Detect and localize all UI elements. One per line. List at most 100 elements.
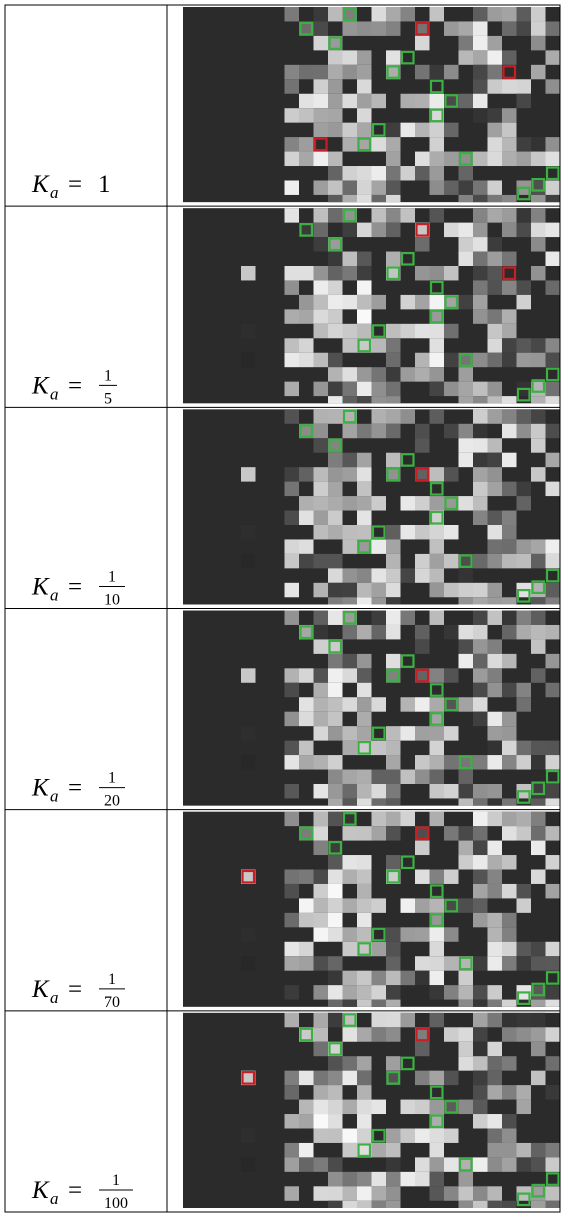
pixel (342, 381, 357, 397)
pixel (386, 222, 401, 238)
pixel (299, 423, 314, 439)
pixel (516, 682, 531, 698)
red-box (415, 467, 430, 482)
label-numerator: 1 (108, 770, 116, 787)
pixel (284, 912, 299, 928)
pixel (342, 811, 357, 827)
pixel (299, 137, 314, 152)
green-box (545, 568, 560, 583)
red-box (241, 869, 256, 884)
pixel (502, 798, 517, 806)
green-box (531, 580, 546, 594)
pixel (284, 309, 299, 324)
pixel (415, 35, 430, 51)
pixel (386, 999, 401, 1007)
pixel (487, 64, 502, 80)
pixel (502, 624, 517, 640)
pixel (241, 323, 256, 339)
pixel (313, 21, 328, 36)
green-box (429, 79, 444, 94)
pixel (458, 180, 473, 195)
pixel (415, 237, 430, 252)
pixel (400, 610, 415, 625)
pixel (284, 280, 299, 295)
label-subscript: a (50, 183, 59, 202)
pixel (386, 927, 401, 942)
green-box (458, 755, 473, 770)
pixel (328, 352, 343, 368)
pixel (444, 524, 459, 540)
red-box (415, 668, 430, 683)
pixel (502, 122, 517, 138)
pixel (328, 970, 343, 986)
pixel (284, 539, 299, 554)
pixel (299, 539, 314, 554)
pixel (531, 811, 546, 827)
pixel (328, 510, 343, 525)
pixel (531, 539, 546, 554)
pixel (400, 1099, 415, 1115)
pixel (357, 166, 372, 181)
pixel (342, 1128, 357, 1143)
pixel (487, 1186, 502, 1201)
pixel (502, 251, 517, 266)
pixel (371, 423, 386, 439)
pixel (473, 510, 488, 525)
pixel (444, 826, 459, 841)
green-box (444, 295, 459, 309)
pixel (357, 941, 372, 957)
pixel (487, 1128, 502, 1143)
green-box (299, 625, 314, 640)
pixel (386, 1186, 401, 1201)
pixel (328, 553, 343, 569)
pixel (473, 1012, 488, 1028)
pixel (473, 194, 488, 203)
pixel (429, 740, 444, 756)
pixel (328, 467, 343, 482)
pixel (386, 208, 401, 223)
pixel (473, 682, 488, 698)
pixel (284, 1114, 299, 1129)
pixel (415, 755, 430, 770)
pixel (386, 1157, 401, 1172)
pixel (284, 510, 299, 525)
pixel (313, 7, 328, 22)
pixel (357, 927, 372, 942)
pixel (473, 1200, 488, 1208)
pixel (313, 108, 328, 123)
pixel (502, 855, 517, 870)
pixel (357, 64, 372, 80)
label-subscript: a (50, 1189, 59, 1208)
pixel (487, 1070, 502, 1086)
pixel (299, 352, 314, 368)
pixel (386, 467, 401, 482)
pixel (357, 1114, 372, 1129)
label-numerator: 1 (108, 569, 116, 586)
pixel (299, 956, 314, 971)
pixel (357, 50, 372, 65)
pixel (342, 64, 357, 80)
pixel (386, 1027, 401, 1042)
pixel (473, 553, 488, 569)
pixel (284, 985, 299, 1000)
pixel (357, 1171, 372, 1187)
pixel (516, 352, 531, 368)
pixel (400, 769, 415, 784)
pixel (516, 294, 531, 310)
pixel (371, 381, 386, 397)
pixel (328, 1056, 343, 1071)
pixel (386, 783, 401, 799)
pixel (487, 1056, 502, 1071)
pixel (487, 237, 502, 252)
pixel (487, 280, 502, 295)
pixel (342, 855, 357, 870)
pixel (328, 208, 343, 223)
pixel (357, 338, 372, 353)
green-box (371, 927, 386, 942)
label-relation: = (68, 171, 82, 198)
pixel (458, 653, 473, 669)
pixel (415, 956, 430, 971)
label-numerator: 1 (112, 1172, 120, 1189)
pixel (415, 467, 430, 482)
